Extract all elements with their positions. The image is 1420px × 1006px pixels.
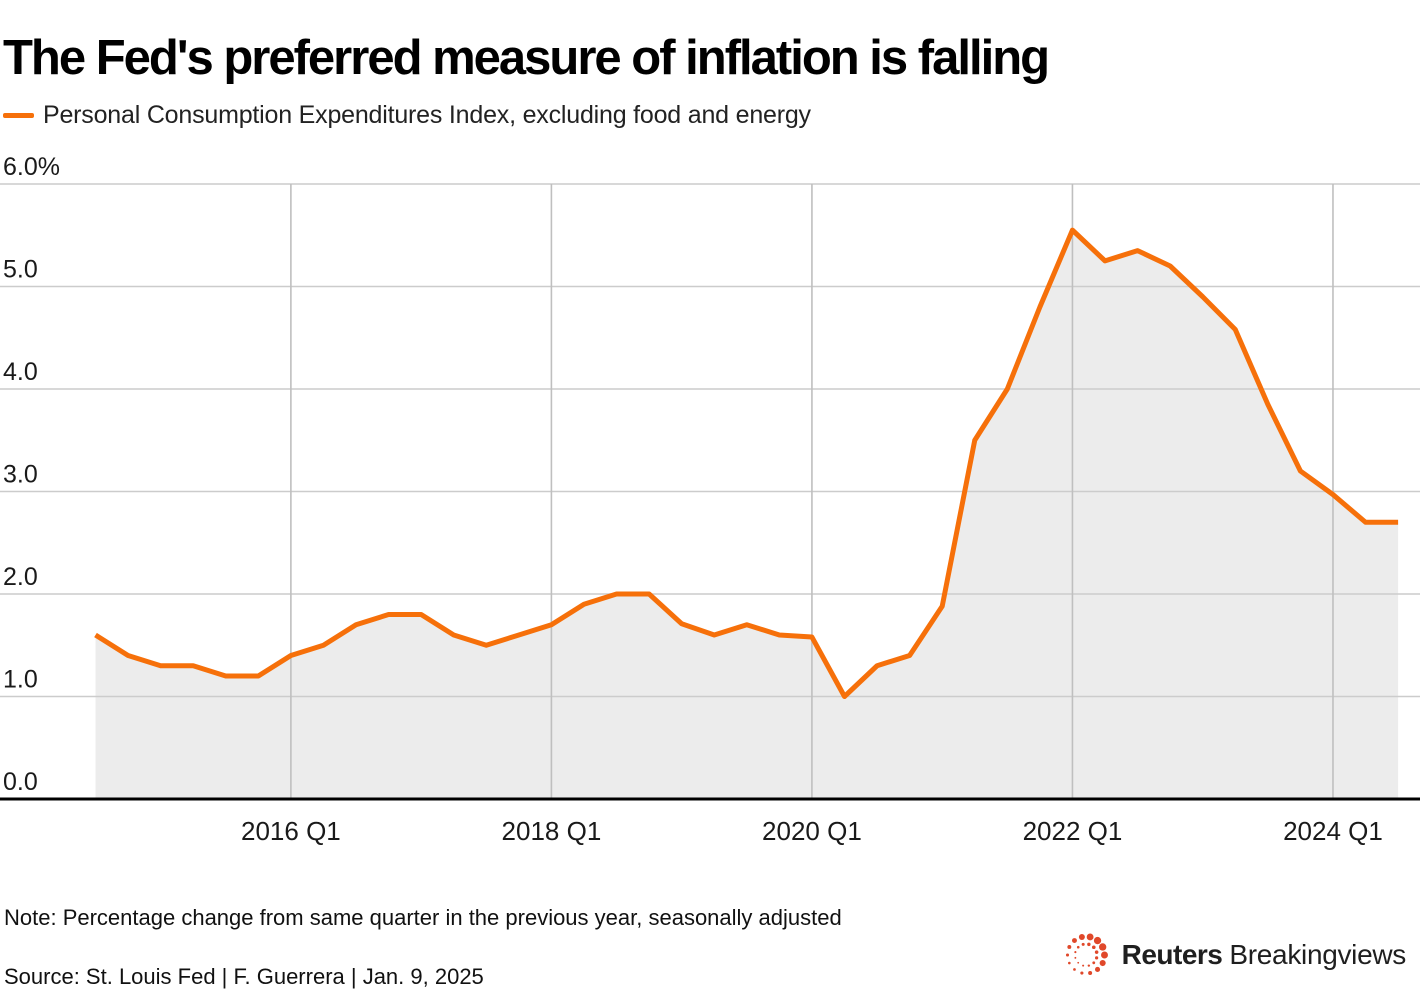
x-axis-tick-label: 2018 Q1 [502,816,602,846]
logo-dot [1094,950,1099,954]
logo-dot [1066,945,1071,949]
y-axis-tick-label: 0.0 [3,768,38,796]
logo-dot [1065,953,1069,957]
y-axis-tick-label: 4.0 [3,358,38,386]
logo-dot [1081,942,1085,946]
logo-dot [1091,961,1095,965]
logo-dot [1093,936,1101,945]
logo-dot [1081,964,1084,967]
y-axis-tick-label: 2.0 [3,563,38,591]
logo-dot [1086,942,1091,947]
logo-dot [1091,945,1096,950]
logo-dot [1086,933,1094,941]
chart-note: Note: Percentage change from same quarte… [4,905,842,930]
logo-dot [1076,961,1079,964]
logo-dot [1067,961,1071,965]
x-axis-baseline [0,797,1420,801]
legend: Personal Consumption Expenditures Index,… [3,101,811,130]
x-axis-tick-label: 2022 Q1 [1023,816,1123,846]
legend-label: Personal Consumption Expenditures Index,… [43,101,811,129]
x-axis-tick-label: 2020 Q1 [762,816,862,846]
y-axis-tick-label: 1.0 [3,666,38,694]
logo-dot [1072,968,1076,971]
logo-dot [1076,945,1080,949]
logo-dot [1094,956,1098,960]
logo-dot [1074,956,1076,959]
y-axis-tick-label: 6.0% [3,153,60,181]
legend-line-swatch-icon [3,113,34,118]
logo-brand-bold: Reuters [1121,939,1223,970]
logo-dot [1098,943,1106,951]
reuters-dotted-circle-icon [1065,933,1108,976]
x-axis-tick-label: 2016 Q1 [241,816,341,846]
logo-dot [1087,971,1092,976]
reuters-breakingviews-logo: Reuters Breakingviews [1058,927,1406,983]
y-axis-tick-label: 3.0 [3,461,38,489]
x-axis-tick-label: 2024 Q1 [1283,816,1383,846]
chart-source: Source: St. Louis Fed | F. Guerrera | Ja… [4,964,484,989]
y-axis-tick-label: 5.0 [3,256,38,284]
pce-series-line [94,227,1399,699]
logo-dot [1071,938,1077,944]
logo-dot [1100,951,1108,959]
logo-dot [1087,964,1090,967]
logo-dot [1073,951,1077,954]
logo-dot [1094,966,1100,972]
page-title: The Fed's preferred measure of inflation… [3,30,1050,85]
logo-brand-regular: Breakingviews [1229,939,1406,970]
logo-dot [1079,971,1084,975]
logo-dot [1099,959,1106,967]
logo-dot [1078,933,1085,940]
